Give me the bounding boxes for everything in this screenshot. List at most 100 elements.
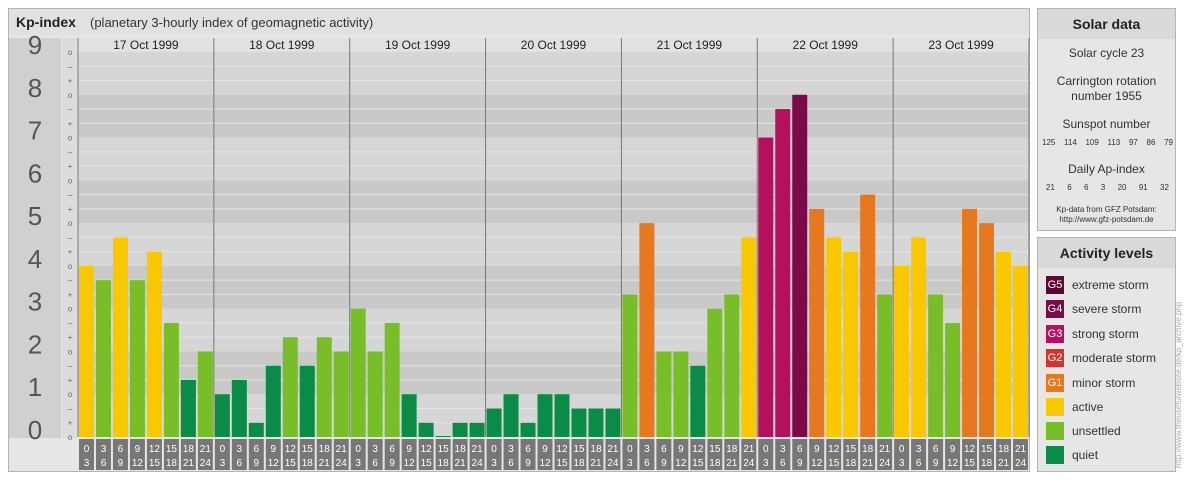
sub-tick-label: o (68, 305, 73, 314)
interval-end-label: 3 (355, 458, 361, 469)
kp-bar (95, 280, 111, 437)
legend-label: moderate storm (1072, 351, 1157, 365)
interval-start-label: 21 (472, 444, 484, 455)
sub-tick-label: – (68, 233, 73, 242)
interval-cell (537, 439, 553, 470)
kp-bar (452, 422, 468, 437)
chart-title: Kp-index (16, 14, 76, 30)
interval-start-label: 18 (183, 444, 195, 455)
sub-tick-label: + (68, 290, 73, 299)
interval-start-label: 9 (814, 444, 820, 455)
source-link[interactable]: http://www.gfz-potsdam.de (1059, 215, 1154, 224)
sunspot-value: 109 (1085, 138, 1099, 147)
kp-bar (503, 394, 519, 437)
kp-level-band (78, 52, 1029, 95)
kp-bar (945, 322, 961, 437)
interval-end-label: 15 (149, 458, 161, 469)
interval-start-label: 15 (573, 444, 585, 455)
interval-cell (673, 439, 689, 470)
kp-bar (435, 436, 451, 437)
sunspot-value: 125 (1042, 138, 1056, 147)
interval-end-label: 3 (220, 458, 226, 469)
title-bar (9, 9, 1029, 35)
interval-end-label: 6 (916, 458, 922, 469)
legend-item-moderate-storm: G2 moderate storm (1046, 349, 1156, 367)
interval-start-label: 18 (590, 444, 602, 455)
interval-cell (707, 439, 723, 470)
interval-start-label: 3 (372, 444, 378, 455)
legend-swatch-g2: G2 (1046, 349, 1064, 367)
interval-end-label: 3 (491, 458, 497, 469)
interval-end-label: 12 (268, 458, 280, 469)
sub-tick-label: + (68, 376, 73, 385)
kp-bar (231, 379, 247, 437)
interval-end-label: 9 (797, 458, 803, 469)
ap-value: 6 (1067, 183, 1072, 192)
solar-data-panel: Solar data Solar cycle 23 Carrington rot… (1037, 8, 1176, 231)
y-tick-label: 0 (28, 415, 42, 445)
interval-end-label: 12 (132, 458, 144, 469)
interval-start-label: 6 (389, 444, 395, 455)
kp-bar (299, 365, 315, 437)
interval-start-label: 12 (285, 444, 297, 455)
kp-bar (163, 322, 179, 437)
kp-bar (486, 408, 502, 437)
interval-end-label: 9 (254, 458, 260, 469)
kp-bar (588, 408, 604, 437)
interval-start-label: 0 (491, 444, 497, 455)
interval-end-label: 18 (166, 458, 178, 469)
sub-tick-label: – (68, 148, 73, 157)
interval-cell (894, 439, 910, 470)
interval-end-label: 9 (389, 458, 395, 469)
interval-cell (724, 439, 740, 470)
y-tick-label: 6 (28, 158, 42, 188)
interval-start-label: 9 (542, 444, 548, 455)
sub-tick-label: + (68, 119, 73, 128)
interval-end-label: 6 (508, 458, 514, 469)
interval-end-label: 6 (644, 458, 650, 469)
interval-start-label: 3 (508, 444, 514, 455)
interval-start-label: 12 (421, 444, 433, 455)
legend-swatch-g4: G4 (1046, 300, 1064, 318)
day-label: 21 Oct 1999 (657, 38, 723, 52)
interval-start-label: 6 (797, 444, 803, 455)
interval-cell (860, 439, 876, 470)
kp-bar (707, 308, 723, 437)
carrington-line-1: Carrington rotation (1056, 74, 1157, 88)
sub-tick-label: + (68, 77, 73, 86)
day-label: 17 Oct 1999 (113, 38, 179, 52)
interval-cell (248, 439, 264, 470)
sub-tick-label: + (68, 162, 73, 171)
ap-value: 32 (1160, 183, 1169, 192)
interval-start-label: 9 (678, 444, 684, 455)
interval-end-label: 12 (539, 458, 551, 469)
sub-tick-label: – (68, 191, 73, 200)
interval-cell (571, 439, 587, 470)
day-label: 20 Oct 1999 (521, 38, 587, 52)
kp-bar (367, 351, 383, 437)
kp-bar (673, 351, 689, 437)
kp-bar (792, 94, 808, 438)
interval-end-label: 12 (675, 458, 687, 469)
sub-tick-label: + (68, 248, 73, 257)
kp-bar (894, 265, 910, 437)
ap-value: 21 (1046, 183, 1055, 192)
kp-bar (384, 322, 400, 437)
interval-end-label: 21 (862, 458, 874, 469)
interval-cell (231, 439, 247, 470)
interval-cell (95, 439, 111, 470)
sub-tick-label: o (68, 176, 73, 185)
interval-start-label: 15 (845, 444, 857, 455)
legend-label: active (1072, 400, 1104, 414)
interval-end-label: 15 (556, 458, 568, 469)
interval-end-label: 3 (627, 458, 633, 469)
kp-bar (928, 294, 944, 437)
interval-end-label: 18 (573, 458, 585, 469)
source-line-1: Kp-data from GFZ Potsdam: (1056, 205, 1157, 214)
interval-end-label: 18 (845, 458, 857, 469)
kp-bar (214, 394, 230, 437)
interval-end-label: 21 (183, 458, 195, 469)
interval-cell (486, 439, 502, 470)
sub-tick-label: – (68, 105, 73, 114)
sunspot-value: 114 (1064, 138, 1077, 147)
